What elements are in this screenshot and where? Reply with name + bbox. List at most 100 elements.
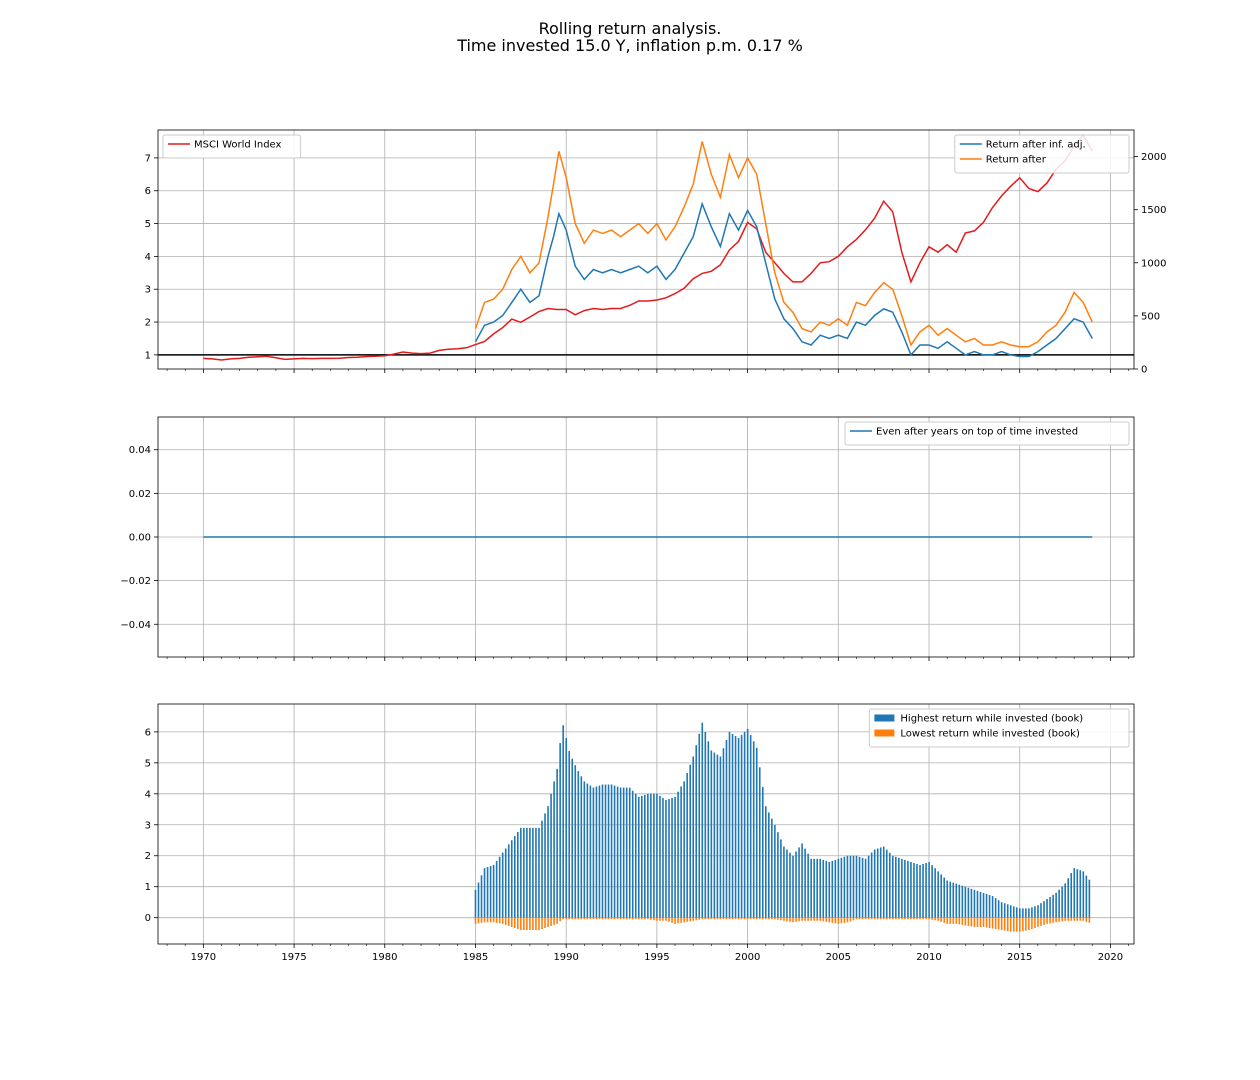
bar bbox=[943, 877, 946, 918]
bar bbox=[982, 892, 985, 918]
bar bbox=[831, 860, 834, 918]
bar bbox=[695, 745, 698, 918]
bar bbox=[695, 917, 698, 921]
legend: Return after inf. adj. Return after bbox=[954, 134, 1130, 174]
bar bbox=[940, 917, 942, 922]
subplot-3: 1970 1975 1980 1985 1990 1995 2000 2005 2010 2015… bbox=[145, 703, 1135, 963]
bar bbox=[928, 917, 930, 920]
bar bbox=[556, 768, 558, 918]
bar bbox=[976, 917, 979, 927]
bar bbox=[707, 917, 710, 920]
bar bbox=[486, 917, 489, 923]
bar bbox=[1022, 917, 1024, 932]
bar bbox=[997, 900, 1000, 918]
bar bbox=[683, 917, 685, 923]
bar bbox=[831, 917, 834, 923]
y-tick-label: −0.04 bbox=[120, 620, 151, 631]
bar bbox=[1040, 903, 1042, 918]
bar bbox=[541, 820, 543, 918]
y-right-tick-label: 1500 bbox=[1141, 205, 1166, 216]
bar bbox=[1031, 917, 1033, 929]
bar bbox=[1064, 917, 1066, 921]
bar bbox=[1037, 905, 1039, 918]
bar bbox=[513, 836, 516, 918]
bar bbox=[1046, 917, 1048, 924]
bar bbox=[1025, 917, 1027, 931]
bar bbox=[550, 793, 552, 918]
bar bbox=[513, 917, 516, 929]
bar bbox=[771, 818, 773, 918]
bar bbox=[489, 866, 492, 918]
bar bbox=[822, 859, 825, 918]
bar bbox=[556, 917, 558, 924]
bar bbox=[719, 756, 722, 918]
y-right-tick-label: 1000 bbox=[1141, 258, 1166, 269]
bar bbox=[755, 747, 758, 918]
bar bbox=[501, 917, 504, 924]
y-tick-label: 2 bbox=[145, 851, 151, 862]
bar bbox=[565, 738, 567, 918]
bar bbox=[574, 765, 577, 918]
bar bbox=[550, 917, 552, 926]
legend-label: MSCI World Index bbox=[194, 140, 282, 151]
bar bbox=[940, 874, 942, 918]
legend-swatch bbox=[874, 729, 895, 737]
bar bbox=[474, 889, 477, 918]
bar bbox=[852, 917, 855, 921]
bar bbox=[692, 917, 695, 921]
bar bbox=[979, 891, 982, 918]
bar bbox=[628, 917, 631, 920]
bar bbox=[598, 785, 601, 918]
bar bbox=[931, 917, 933, 920]
bar bbox=[668, 917, 670, 922]
bar bbox=[526, 917, 528, 931]
bar bbox=[616, 786, 619, 918]
bar bbox=[768, 917, 770, 920]
bar bbox=[628, 787, 631, 918]
bar bbox=[613, 917, 616, 920]
bar bbox=[619, 917, 622, 920]
subplot-1: 1 2 3 4 5 6 7 0 500 1000 1500 2000 MSCI World Index R… bbox=[145, 129, 1166, 376]
bar bbox=[577, 917, 580, 920]
bar bbox=[982, 917, 985, 927]
bar bbox=[876, 917, 879, 920]
bar bbox=[810, 858, 812, 918]
bar bbox=[571, 758, 574, 918]
bar bbox=[1061, 917, 1063, 922]
bar bbox=[526, 827, 528, 918]
bar bbox=[1073, 868, 1076, 918]
bar bbox=[692, 756, 695, 918]
bar bbox=[607, 917, 610, 920]
bar bbox=[946, 917, 949, 924]
bar bbox=[532, 917, 534, 931]
bar bbox=[846, 855, 849, 918]
y-right-tick-label: 0 bbox=[1141, 365, 1147, 376]
bar bbox=[973, 917, 976, 927]
bar bbox=[1058, 889, 1060, 918]
bar bbox=[601, 917, 604, 920]
bar bbox=[504, 848, 507, 918]
y-tick-label: 6 bbox=[145, 727, 151, 738]
bar bbox=[1052, 894, 1054, 918]
bar bbox=[907, 917, 909, 920]
bar bbox=[1073, 917, 1076, 921]
bar bbox=[991, 896, 994, 918]
bar bbox=[825, 917, 828, 922]
y-tick-label: 0 bbox=[145, 913, 151, 924]
bar bbox=[686, 773, 688, 918]
bar bbox=[1076, 869, 1079, 918]
bar bbox=[937, 917, 939, 921]
bar bbox=[1009, 905, 1012, 918]
bar bbox=[568, 917, 571, 920]
bar bbox=[813, 917, 815, 921]
bar bbox=[668, 798, 670, 918]
bar bbox=[849, 917, 852, 922]
y-tick-label: 0.04 bbox=[129, 445, 151, 456]
y-tick-label: 3 bbox=[145, 820, 151, 831]
bar bbox=[701, 917, 704, 920]
subplot-2: −0.04 −0.02 0.00 0.02 0.04 Even after years o… bbox=[120, 416, 1135, 661]
bar bbox=[761, 917, 764, 920]
bar bbox=[822, 917, 825, 922]
bar bbox=[864, 917, 867, 920]
bar bbox=[538, 827, 540, 918]
